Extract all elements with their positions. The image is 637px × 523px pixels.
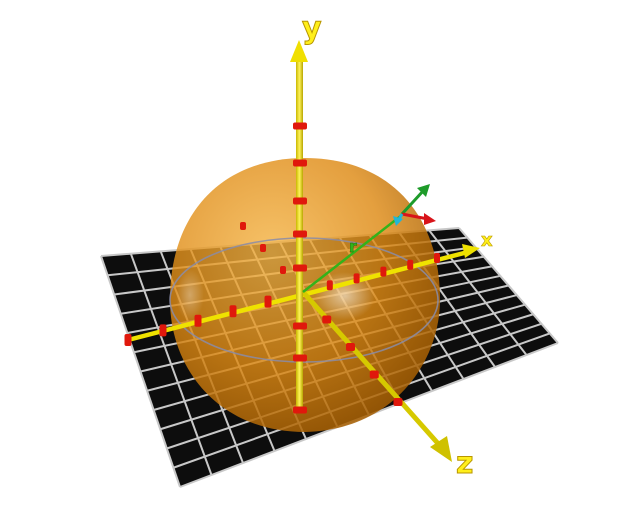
frame-red-arrowhead	[424, 213, 436, 225]
tick-mark	[346, 343, 355, 351]
tick-mark	[293, 122, 307, 130]
tick-mark	[124, 334, 132, 346]
x-axis-arrow	[462, 244, 480, 258]
axes: y x z	[124, 11, 493, 482]
tick-mark	[194, 314, 202, 327]
y-axis-label: y	[302, 11, 322, 46]
frame-green-arrow-shaft	[400, 188, 426, 216]
tick-mark	[369, 370, 379, 379]
tick-mark	[293, 159, 307, 167]
tick-mark	[434, 253, 440, 263]
x-axis-label: x	[481, 230, 493, 251]
tick-mark	[293, 406, 307, 414]
tick-mark	[380, 266, 387, 277]
hemisphere-base-rim	[169, 237, 439, 363]
tick-mark	[264, 295, 272, 308]
tick-mark	[407, 259, 414, 270]
tick-mark	[326, 280, 333, 291]
tick-mark	[293, 230, 307, 238]
z-axis-arrow	[430, 436, 452, 462]
tick-mark	[260, 244, 266, 252]
tick-mark	[322, 315, 332, 324]
tick-mark	[159, 324, 167, 337]
tick-mark	[240, 222, 246, 230]
tick-mark	[293, 354, 307, 362]
z-axis-label: z	[456, 446, 473, 481]
axis-ticks	[124, 122, 440, 414]
vector-r-label: r	[349, 237, 357, 256]
position-vector: r	[302, 184, 436, 293]
frame-red-arrow-shaft	[401, 212, 429, 221]
tick-mark	[393, 398, 403, 406]
frame-green-arrowhead	[417, 184, 430, 197]
hemisphere-rim-highlight	[176, 269, 204, 321]
tick-mark	[293, 197, 307, 205]
vector-r-line	[302, 214, 403, 293]
tick-mark	[280, 266, 286, 274]
tick-mark	[293, 322, 307, 330]
tick-mark	[293, 264, 307, 272]
frame-cyan-arrowhead	[393, 216, 403, 226]
tick-mark	[229, 305, 237, 318]
y-axis-arrow	[290, 40, 308, 62]
tick-mark	[353, 273, 360, 284]
